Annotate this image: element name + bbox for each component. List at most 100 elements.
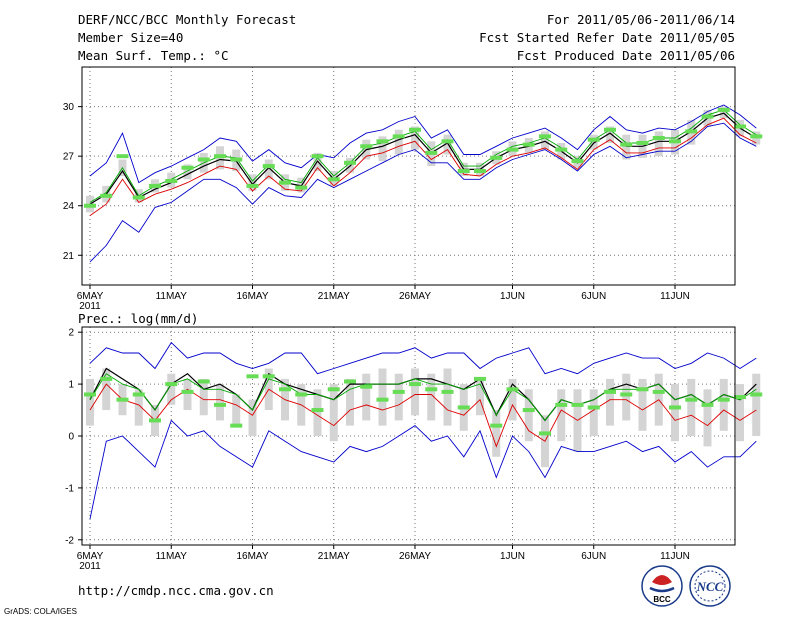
- observed-marker: [327, 177, 340, 182]
- observed-marker: [701, 402, 714, 407]
- x-tick-label: 6MAY: [77, 291, 104, 302]
- x-tick-label: 11MAY: [156, 551, 188, 562]
- spread-box: [671, 384, 679, 442]
- bcc-logo-swirl-blue: [649, 586, 675, 593]
- observed-marker: [214, 402, 226, 407]
- x-tick-label: 6JUN: [581, 291, 606, 302]
- spread-box: [248, 399, 257, 436]
- observed-marker: [197, 157, 210, 162]
- spread-box: [752, 373, 761, 436]
- observed-marker: [197, 379, 210, 384]
- observed-marker: [490, 155, 503, 160]
- x-tick-label: 6MAY: [77, 551, 104, 562]
- observed-marker: [116, 154, 129, 159]
- spread-box: [443, 134, 452, 155]
- observed-marker: [344, 160, 356, 165]
- series-line-max: [89, 341, 757, 375]
- x-year-label: 2011: [79, 561, 101, 572]
- observed-marker: [669, 405, 681, 410]
- spread-box: [589, 389, 598, 436]
- series-line-min: [89, 122, 757, 263]
- observed-marker: [409, 382, 421, 387]
- observed-marker: [457, 405, 470, 410]
- series-line-lower: [89, 117, 757, 216]
- chart-title: DERF/NCC/BCC Monthly Forecast: [78, 12, 296, 27]
- series-line-lower: [89, 383, 757, 448]
- precip-panel-title: Prec.: log(mm/d): [78, 311, 198, 326]
- observed-marker: [490, 423, 503, 428]
- observed-marker: [132, 195, 145, 200]
- observed-marker: [230, 423, 243, 428]
- y-tick-label: 1: [68, 380, 74, 391]
- observed-marker: [132, 392, 145, 397]
- observed-marker: [262, 164, 275, 169]
- observed-marker: [685, 397, 698, 402]
- observed-marker: [571, 402, 584, 407]
- spread-box: [264, 159, 273, 180]
- spread-box: [378, 136, 387, 162]
- observed-marker: [84, 203, 96, 208]
- observed-marker: [506, 387, 519, 392]
- spread-box: [362, 373, 371, 421]
- observed-marker: [474, 169, 486, 174]
- spread-box: [183, 378, 192, 411]
- spread-box: [606, 378, 614, 426]
- spread-box: [443, 368, 452, 426]
- spread-box: [557, 389, 566, 442]
- spread-box: [102, 368, 111, 411]
- series-line-min: [89, 419, 757, 520]
- x-year-label: 2011: [79, 301, 101, 312]
- temperature-panel: 21 24 27 30 6MAY 11MAY 16MAY 21MAY 26MAY 1JUN 6JUN…: [63, 66, 763, 312]
- spread-box: [411, 368, 419, 416]
- y-tick-label: 2: [68, 328, 74, 339]
- y-tick-label: 0: [68, 432, 74, 443]
- x-tick-label: 11JUN: [660, 551, 690, 562]
- observed-marker: [669, 139, 681, 144]
- observed-marker: [604, 127, 616, 132]
- observed-marker: [539, 134, 551, 139]
- observed-marker: [295, 392, 308, 397]
- spread-box: [199, 378, 208, 416]
- observed-marker: [165, 382, 178, 387]
- observed-marker: [376, 139, 389, 144]
- spread-box: [589, 134, 598, 150]
- observed-marker: [311, 408, 324, 413]
- observed-marker: [441, 139, 454, 144]
- spread-box: [606, 126, 614, 143]
- observed-marker: [750, 392, 763, 397]
- spread-box: [329, 384, 338, 442]
- x-tick-label: 16MAY: [236, 551, 268, 562]
- observed-marker: [750, 134, 763, 139]
- spread-box: [719, 106, 728, 119]
- member-size-label: Member Size=40: [78, 30, 183, 45]
- observed-marker: [734, 124, 746, 129]
- plot-frame: [81, 326, 736, 546]
- observed-marker: [522, 142, 535, 147]
- spread-box: [703, 389, 712, 447]
- variable-label: Mean Surf. Temp.: °C: [78, 48, 229, 63]
- observed-marker: [587, 405, 600, 410]
- observed-marker: [360, 384, 373, 389]
- spread-box: [476, 378, 484, 416]
- observed-marker: [149, 183, 161, 188]
- spread-box: [736, 384, 744, 442]
- spread-box: [394, 373, 403, 421]
- observed-marker: [214, 154, 226, 159]
- bcc-logo-ring: [641, 565, 683, 607]
- bcc-logo-text: BCC: [653, 595, 671, 604]
- ncc-logo-inner-ring: [694, 570, 726, 602]
- observed-marker: [149, 418, 161, 423]
- x-tick-label: 21MAY: [318, 291, 350, 302]
- spread-box: [86, 378, 94, 426]
- x-tick-label: 26MAY: [399, 291, 431, 302]
- observed-marker: [425, 387, 438, 392]
- observed-marker: [457, 169, 470, 174]
- y-tick-label: 27: [63, 152, 75, 163]
- observed-marker: [360, 144, 373, 149]
- series-line-max: [89, 104, 757, 184]
- spread-box: [216, 384, 224, 421]
- observed-marker: [555, 147, 568, 152]
- observed-marker: [392, 389, 405, 394]
- series-line-mean: [89, 112, 757, 205]
